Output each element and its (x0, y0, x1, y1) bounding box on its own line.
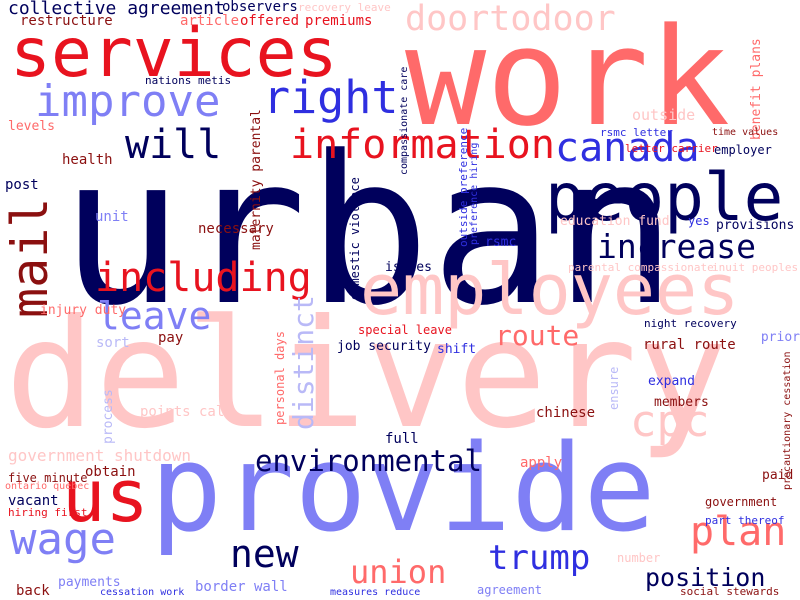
word-us: us (62, 454, 149, 538)
word-five-minute: five minute (8, 471, 88, 485)
word-delivery: delivery (5, 288, 728, 462)
word-leave: leave (97, 294, 212, 338)
word-mail: mail (1, 197, 59, 318)
word-recovery-leave: recovery leave (298, 1, 391, 14)
word-education-fund: education fund (560, 214, 670, 229)
word-nations-metis: nations metis (145, 74, 232, 87)
word-government-shutdown: government shutdown (8, 446, 192, 465)
word-necessary: necessary (198, 221, 274, 237)
word-services: services (10, 14, 338, 93)
word-paid: paid (762, 468, 794, 483)
word-rsmc: rsmc (485, 235, 517, 250)
word-number: number (617, 551, 661, 565)
word-payments: payments (58, 575, 121, 590)
word-full: full (385, 431, 419, 447)
word-part-thereof: part thereof (705, 514, 785, 527)
word-apply: apply (520, 455, 563, 471)
word-members: members (654, 395, 709, 410)
word-pay: pay (158, 330, 184, 346)
word-issues: issues (385, 260, 432, 275)
word-compassionate-care: compassionate care (399, 66, 410, 175)
word-provisions: provisions (716, 218, 795, 233)
word-will: will (125, 122, 222, 168)
word-measures-reduce: measures reduce (330, 587, 421, 598)
word-special-leave: special leave (358, 323, 452, 337)
word-employees: employees (360, 249, 740, 331)
word-expand: expand (648, 374, 695, 389)
word-route: route (495, 319, 580, 352)
word-increase: increase (597, 227, 756, 266)
word-cpc: cpc (630, 396, 710, 447)
word-chinese: chinese (536, 405, 596, 421)
word-job-security: job security (337, 339, 431, 354)
word-prior: prior (760, 330, 800, 345)
word-right: right (263, 71, 399, 124)
word-new: new (230, 532, 299, 576)
word-night-recovery: night recovery (644, 317, 737, 330)
word-post: post (5, 177, 39, 193)
word-domestic-violence: domestic violence (348, 177, 362, 300)
word-social-stewards: social stewards (680, 585, 780, 598)
word-agreement: agreement (477, 583, 543, 597)
word-urban: urban (60, 113, 678, 351)
word-back: back (16, 583, 50, 599)
word-position: position (645, 563, 766, 592)
word-benefit-plans: benefit plans (749, 38, 764, 140)
word-premiums: premiums (305, 13, 373, 29)
word-plan: plan (690, 509, 787, 555)
word-restructure: restructure (20, 13, 113, 29)
word-government: government (705, 495, 778, 509)
word-including: including (95, 255, 312, 301)
word-union: union (350, 553, 447, 591)
word-border-wall: border wall (195, 579, 288, 595)
word-precautionary-cessation: precautionary cessation (782, 351, 793, 490)
word-maternity-parental: maternity parental (249, 109, 264, 250)
word-work: work (405, 0, 731, 156)
word-injury-duty: injury duty (40, 303, 127, 318)
word-letter-carrier: letter carrier (625, 142, 718, 155)
word-outside-preference: outside preference (457, 127, 470, 247)
word-trump: trump (488, 538, 591, 578)
word-doortodoor: doortodoor (405, 0, 616, 39)
word-ontario-quebec: ontario quebec (5, 481, 90, 492)
word-provide: provide (150, 420, 656, 559)
word-health: health (62, 152, 113, 168)
word-outside: outside (632, 106, 696, 124)
word-vacant: vacant (8, 493, 59, 509)
word-ensure: ensure (607, 366, 621, 410)
word-obtain: obtain (85, 464, 136, 480)
word-improve: improve (35, 76, 221, 127)
word-rsmc-letter: rsmc letter (600, 126, 673, 139)
word-process: process (101, 389, 116, 444)
word-hiring-first: hiring first (8, 506, 88, 519)
word-offered: offered (240, 13, 300, 29)
word-canada: canada (555, 125, 700, 171)
word-wage: wage (10, 514, 116, 565)
word-shift: shift (437, 342, 477, 357)
word-preference-hiring: preference hiring (469, 142, 480, 245)
word-levels: levels (8, 119, 55, 134)
word-personal-days: personal days (273, 331, 287, 425)
word-inuit-peoples: inuit peoples (712, 261, 799, 274)
word-cessation-work: cessation work (100, 587, 185, 598)
word-time-values: time values (712, 127, 779, 138)
word-information: information (290, 122, 555, 168)
word-article: article (180, 13, 240, 29)
word-employer: employer (714, 143, 772, 157)
word-parental-compassionate: parental compassionate (568, 261, 714, 274)
word-sort: sort (96, 335, 130, 351)
word-environmental: environmental (255, 444, 482, 478)
word-yes: yes (688, 214, 710, 228)
word-distinct: distinct (287, 295, 320, 430)
word-points-call: points call (140, 404, 233, 420)
word-unit: unit (95, 209, 129, 225)
word-rural-route: rural route (643, 337, 736, 353)
word-observers: observers (222, 0, 298, 15)
word-collective-agreement: collective agreement (8, 0, 225, 19)
word-people: people (545, 159, 784, 236)
